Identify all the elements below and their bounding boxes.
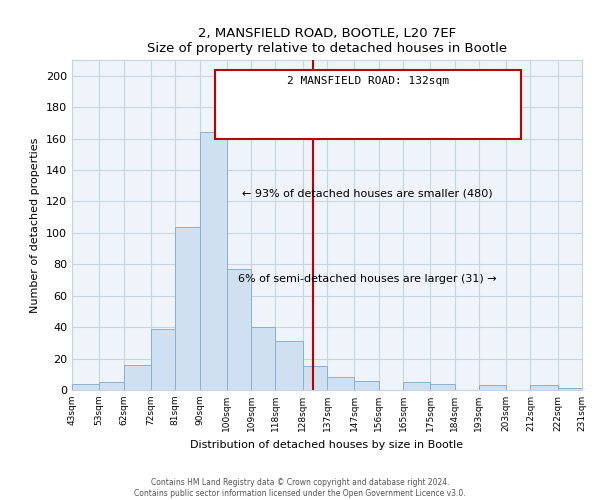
Bar bbox=[403, 382, 430, 390]
Bar bbox=[99, 382, 124, 390]
FancyBboxPatch shape bbox=[215, 70, 521, 139]
Bar bbox=[327, 378, 354, 390]
Bar bbox=[354, 380, 379, 390]
Bar bbox=[430, 384, 455, 390]
Bar bbox=[175, 226, 199, 390]
Text: Contains HM Land Registry data © Crown copyright and database right 2024.
Contai: Contains HM Land Registry data © Crown c… bbox=[134, 478, 466, 498]
Bar bbox=[302, 366, 327, 390]
Bar bbox=[557, 388, 582, 390]
Title: 2, MANSFIELD ROAD, BOOTLE, L20 7EF
Size of property relative to detached houses : 2, MANSFIELD ROAD, BOOTLE, L20 7EF Size … bbox=[147, 26, 507, 54]
Bar bbox=[124, 365, 151, 390]
Bar bbox=[530, 386, 557, 390]
Text: 6% of semi-detached houses are larger (31) →: 6% of semi-detached houses are larger (3… bbox=[238, 274, 497, 284]
X-axis label: Distribution of detached houses by size in Bootle: Distribution of detached houses by size … bbox=[190, 440, 464, 450]
Bar bbox=[199, 132, 227, 390]
Y-axis label: Number of detached properties: Number of detached properties bbox=[31, 138, 40, 312]
Bar bbox=[72, 384, 99, 390]
Bar bbox=[227, 269, 251, 390]
Bar bbox=[151, 328, 175, 390]
Bar bbox=[251, 327, 275, 390]
Text: 2 MANSFIELD ROAD: 132sqm: 2 MANSFIELD ROAD: 132sqm bbox=[287, 76, 449, 86]
Bar bbox=[275, 342, 302, 390]
Text: ← 93% of detached houses are smaller (480): ← 93% of detached houses are smaller (48… bbox=[242, 188, 493, 198]
Bar bbox=[479, 386, 506, 390]
